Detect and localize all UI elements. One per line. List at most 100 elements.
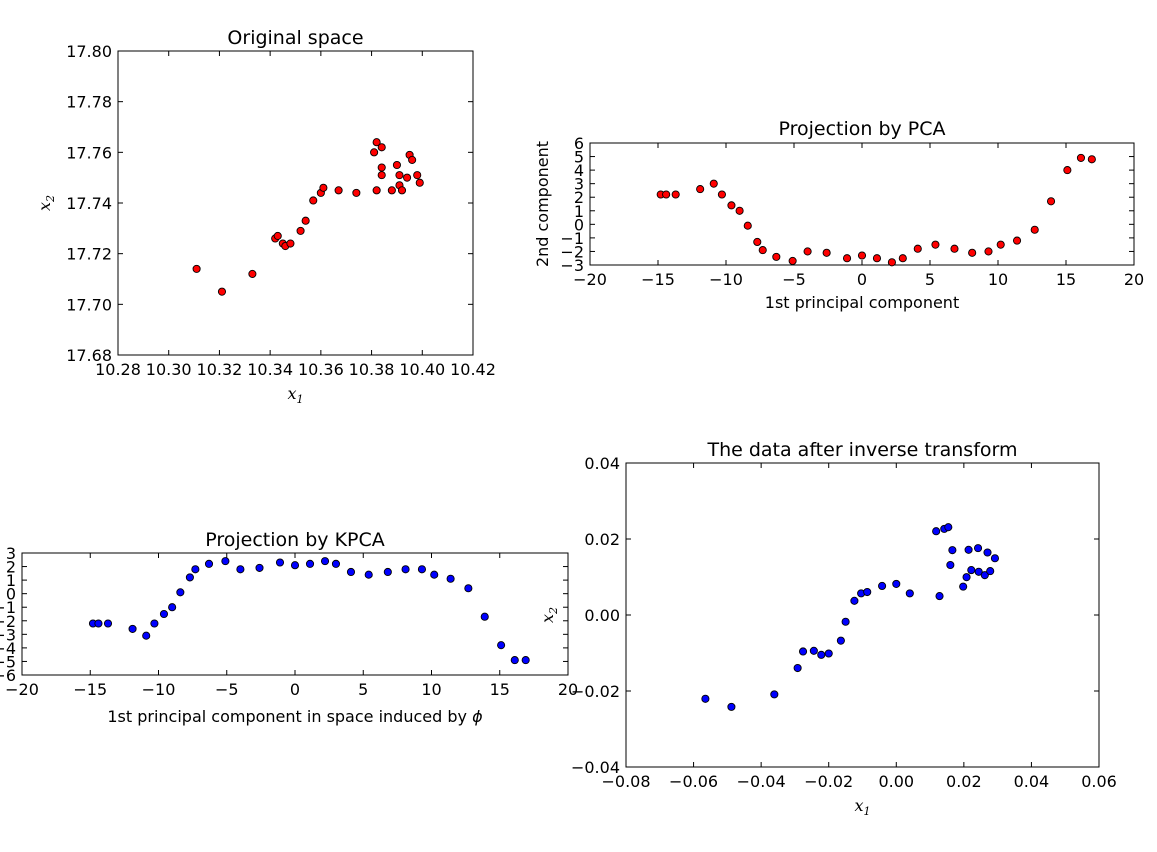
data-point [983, 548, 992, 557]
chart-title: Projection by PCA [778, 118, 945, 140]
data-point [973, 544, 983, 553]
data-point [984, 247, 993, 256]
data-point [334, 186, 343, 195]
y-tick-label: 17.74 [66, 194, 112, 213]
data-point [392, 160, 401, 170]
x-axis-label: 1st principal component [765, 293, 959, 312]
data-point [788, 256, 797, 265]
x-tick-label: −0.04 [737, 772, 786, 791]
y-tick-label: 1 [574, 202, 584, 221]
data-point [772, 252, 781, 261]
data-point [905, 589, 914, 598]
data-point [510, 656, 519, 665]
data-point [1030, 225, 1039, 234]
x-tick-label: 5 [925, 270, 935, 289]
data-point [320, 557, 330, 566]
data-point [377, 163, 386, 172]
data-point [286, 239, 295, 248]
data-point [415, 178, 424, 187]
y-tick-label: 0.02 [584, 530, 620, 549]
data-point [717, 190, 726, 199]
y-tick-label: 3 [6, 544, 16, 563]
data-point [850, 596, 859, 605]
y-tick-label: −5 [0, 652, 16, 671]
data-point [497, 641, 506, 650]
data-point [863, 587, 872, 597]
data-point [803, 247, 812, 256]
data-point [898, 254, 907, 263]
y-tick-label: 17.70 [66, 295, 112, 314]
x-tick-label: −10 [709, 270, 743, 289]
x-tick-label: −5 [215, 680, 239, 699]
y-tick-label: 0.00 [584, 606, 620, 625]
data-point [696, 185, 705, 194]
data-point [727, 702, 736, 711]
x-tick-label: 10.28 [95, 360, 141, 379]
data-point [1076, 153, 1086, 162]
data-point [290, 561, 300, 570]
data-point [932, 527, 941, 536]
data-point [857, 251, 867, 260]
data-point [996, 240, 1005, 249]
data-point [521, 656, 530, 665]
y-tick-label: 17.76 [66, 143, 112, 162]
x-tick-label: 15 [490, 680, 510, 699]
data-point [217, 287, 227, 296]
data-point [364, 570, 373, 579]
data-point [397, 186, 407, 195]
data-point [913, 244, 922, 253]
y-axis-label: x2 [538, 607, 560, 623]
x-tick-label: 15 [1056, 270, 1076, 289]
data-point [401, 565, 410, 574]
data-point [168, 603, 177, 612]
data-point [974, 567, 983, 576]
x-tick-label: −0.08 [601, 772, 650, 791]
data-point [980, 571, 989, 580]
data-point [968, 248, 977, 257]
data-point [662, 190, 671, 199]
x-tick-label: 0.06 [1081, 772, 1117, 791]
data-point [352, 188, 361, 197]
data-point [464, 584, 473, 593]
data-point [798, 647, 808, 656]
data-point [758, 246, 767, 255]
y-tick-label: −2 [0, 612, 16, 631]
plot-area-frame [589, 142, 1135, 266]
chart-panel-2: Projection by PCA−20 −15 −10 −5 0 5 10 15 20−3−2… [533, 118, 1144, 312]
x-tick-label: −0.06 [669, 772, 718, 791]
x-tick-label: −0.02 [804, 772, 853, 791]
x-tick-label: 20 [1124, 270, 1144, 289]
x-tick-label: 10 [988, 270, 1008, 289]
data-point [931, 240, 940, 249]
data-point [753, 237, 762, 247]
y-axis-label: 2nd component [533, 141, 552, 267]
data-point [301, 216, 310, 225]
x-tick-label: 10.36 [298, 360, 344, 379]
y-tick-label: 2 [574, 188, 584, 207]
data-point [346, 567, 356, 577]
x-tick-label: 0 [290, 680, 300, 699]
data-point [935, 592, 944, 601]
x-tick-label: 10.30 [146, 360, 192, 379]
chart-title: The data after inverse transform [706, 439, 1017, 461]
data-point [735, 206, 744, 215]
data-point [248, 269, 257, 278]
data-point [950, 244, 959, 253]
data-point [94, 619, 103, 628]
data-point [1012, 236, 1022, 245]
y-tick-label: −0.04 [571, 758, 620, 777]
plot-area-frame [625, 462, 1100, 768]
data-point [824, 649, 833, 658]
data-point [727, 201, 736, 210]
x-tick-label: −20 [573, 270, 607, 289]
data-point [1046, 197, 1056, 206]
data-point [990, 554, 999, 563]
data-point [872, 254, 882, 263]
data-point [480, 612, 489, 621]
x-tick-label: 5 [358, 680, 368, 699]
plot-area-frame [21, 552, 569, 676]
x-axis-label: 1st principal component in space induced… [107, 707, 483, 726]
data-point [103, 619, 113, 628]
y-tick-label: 17.78 [66, 93, 112, 112]
data-point [296, 226, 305, 235]
